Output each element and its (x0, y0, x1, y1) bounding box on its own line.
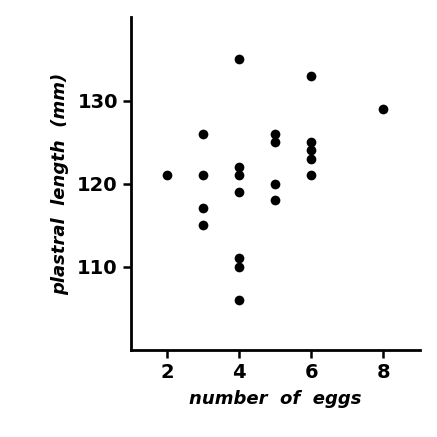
Point (200, 205, 207, 212)
Point (236, 163, 243, 170)
Point (272, 197, 279, 204)
Point (200, 130, 207, 137)
Point (272, 130, 279, 137)
Point (236, 55, 243, 62)
Point (308, 72, 315, 79)
Point (272, 139, 279, 146)
Point (163, 172, 170, 179)
Point (272, 180, 279, 187)
Point (308, 139, 315, 146)
Point (236, 172, 243, 179)
Point (308, 155, 315, 162)
Point (236, 296, 243, 303)
Point (236, 255, 243, 262)
Point (308, 147, 315, 154)
X-axis label: number  of  eggs: number of eggs (189, 390, 361, 408)
Point (380, 105, 387, 112)
Point (308, 172, 315, 179)
Point (200, 222, 207, 229)
Point (200, 172, 207, 179)
Point (236, 263, 243, 270)
Y-axis label: plastral  length  (mm): plastral length (mm) (51, 73, 69, 295)
Point (236, 188, 243, 195)
